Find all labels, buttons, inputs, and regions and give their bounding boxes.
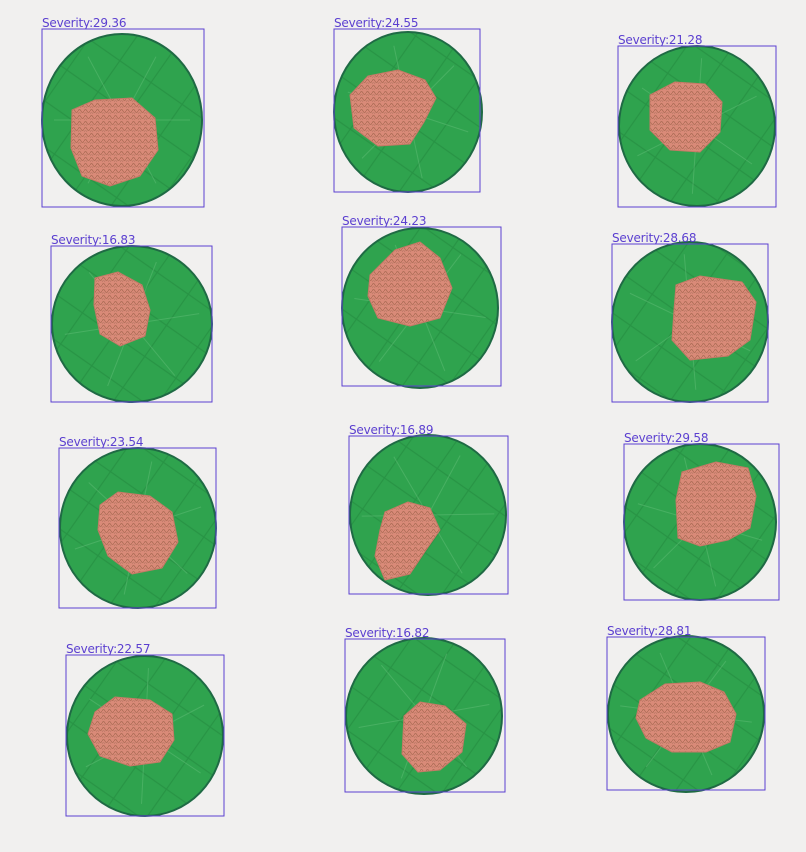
detection-box bbox=[617, 45, 777, 208]
detection-box bbox=[50, 245, 213, 403]
detection-box bbox=[611, 243, 769, 403]
detection-box bbox=[623, 443, 780, 601]
detection-box bbox=[606, 636, 766, 791]
leaf-disc-4 bbox=[50, 245, 213, 403]
severity-label: Severity:28.68 bbox=[612, 231, 697, 245]
lesion-area bbox=[671, 275, 757, 361]
severity-label: Severity:28.81 bbox=[607, 624, 692, 638]
leaf-disc-7 bbox=[58, 447, 217, 609]
lesion-area bbox=[349, 69, 437, 147]
lesion-area bbox=[93, 271, 151, 347]
detection-box bbox=[344, 638, 506, 793]
leaf-disc-2 bbox=[333, 28, 483, 193]
leaf-disc-10 bbox=[65, 654, 225, 817]
lesion-area bbox=[97, 491, 179, 575]
lesion-area bbox=[374, 501, 441, 581]
severity-label: Severity:22.57 bbox=[66, 642, 151, 656]
leaf-disc-12 bbox=[606, 635, 766, 793]
leaf-disc-3 bbox=[617, 45, 777, 208]
severity-label: Severity:24.55 bbox=[334, 16, 419, 30]
detection-box bbox=[65, 654, 225, 817]
severity-label: Severity:23.54 bbox=[59, 435, 144, 449]
lesion-area bbox=[649, 81, 723, 153]
detection-box bbox=[58, 447, 217, 609]
detection-box bbox=[41, 28, 205, 208]
lesion-area bbox=[70, 97, 159, 187]
leaf-disc-6 bbox=[611, 241, 769, 403]
leaf-disc-5 bbox=[341, 226, 502, 389]
severity-label: Severity:21.28 bbox=[618, 33, 703, 47]
lesion-area bbox=[87, 696, 175, 767]
severity-label: Severity:16.82 bbox=[345, 626, 430, 640]
lesion-area bbox=[401, 701, 467, 773]
detection-box bbox=[341, 226, 502, 387]
detection-box bbox=[333, 28, 481, 193]
severity-label: Severity:16.89 bbox=[349, 423, 434, 437]
leaf-disc-1 bbox=[41, 28, 205, 208]
leaf-disc-9 bbox=[623, 443, 780, 601]
leaf-disc-8 bbox=[348, 434, 509, 596]
severity-label: Severity:24.23 bbox=[342, 214, 427, 228]
severity-label: Severity:29.36 bbox=[42, 16, 127, 30]
leaf-disc-11 bbox=[344, 637, 506, 795]
lesion-area bbox=[675, 461, 757, 547]
detection-box bbox=[348, 435, 509, 595]
lesion-area bbox=[635, 681, 737, 753]
severity-label: Severity:16.83 bbox=[51, 233, 136, 247]
severity-label: Severity:29.58 bbox=[624, 431, 709, 445]
lesion-area bbox=[367, 241, 453, 327]
